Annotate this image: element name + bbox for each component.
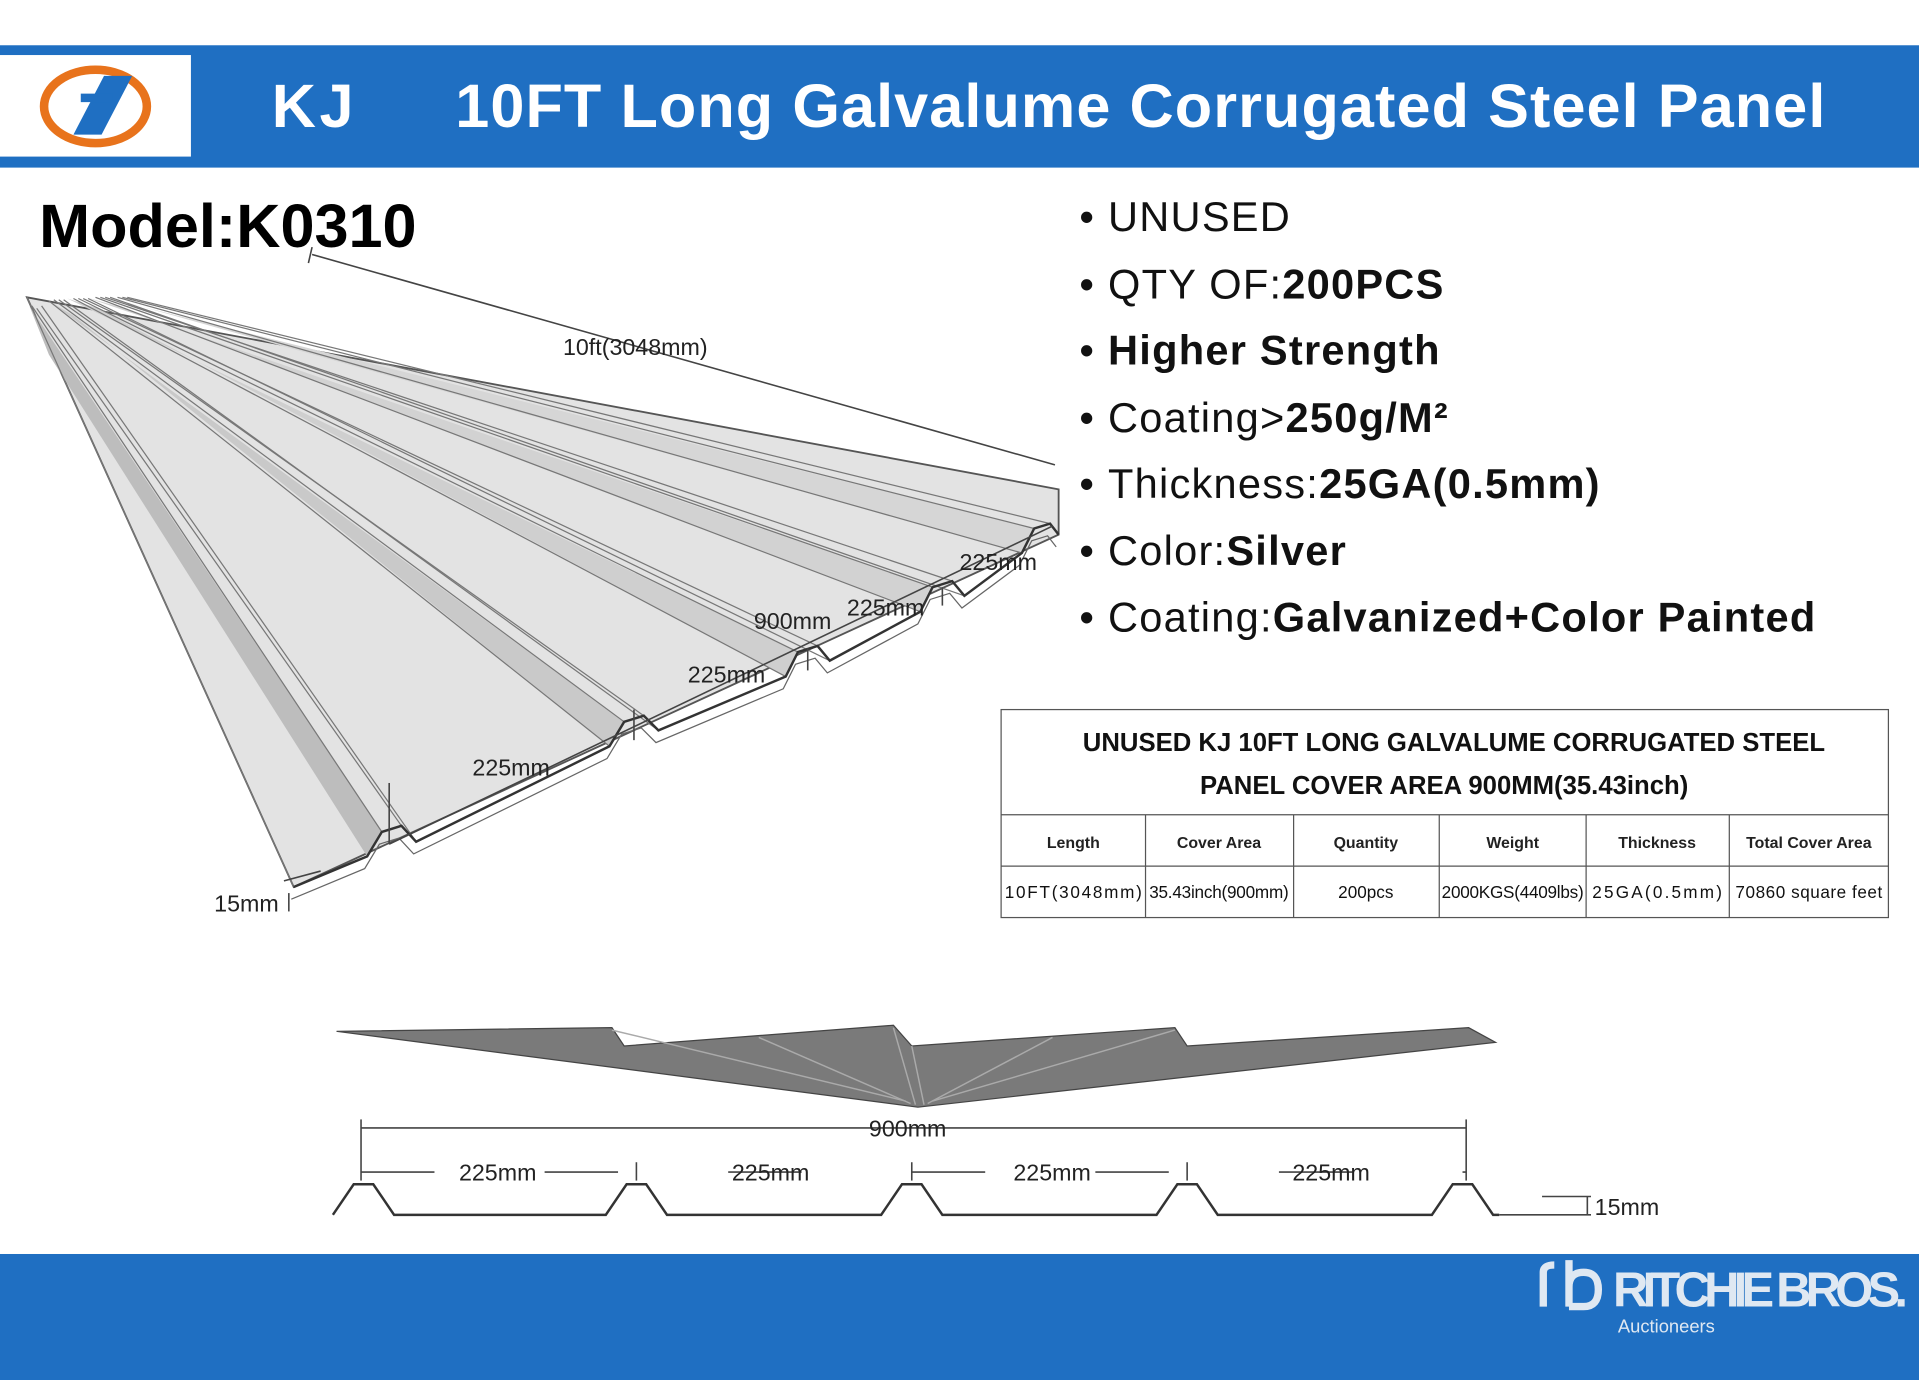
table-title: UNUSED KJ 10FT LONG GALVALUME CORRUGATED… <box>1083 729 1825 757</box>
feature: • Color:Silver <box>1079 527 1347 574</box>
text-part: Higher Strength <box>1108 327 1441 374</box>
dimension-lines <box>283 246 1056 912</box>
height-label: 15mm <box>1595 1194 1660 1220</box>
feature: • UNUSED <box>1079 193 1291 240</box>
footer-tagline: Auctioneers <box>1618 1315 1715 1336</box>
table-cell: 35.43inch(900mm) <box>1149 882 1289 902</box>
table-cell: 10FT(3048mm) <box>1005 882 1142 902</box>
rib-label: 225mm <box>459 1160 536 1186</box>
rib-label: 225mm <box>688 662 765 688</box>
panel-drawing <box>25 296 1060 900</box>
text-part: Thickness: <box>1108 460 1319 507</box>
table-cell: 25GA(0.5mm) <box>1592 882 1722 902</box>
table-cell: 2000KGS(4409lbs) <box>1442 882 1584 902</box>
text-part: Coating: <box>1108 593 1273 640</box>
dimension-lines <box>360 1119 1592 1216</box>
text-part: Coating> <box>1108 394 1285 441</box>
feature: • Coating>250g/M² <box>1079 394 1449 441</box>
features: • UNUSED • QTY OF:200PCS • Higher Streng… <box>1079 193 1816 640</box>
cover-label: 900mm <box>754 608 831 634</box>
rib-label: 225mm <box>960 549 1037 575</box>
text-part: Galvanized+Color Painted <box>1273 593 1817 640</box>
feature: • QTY OF:200PCS <box>1079 261 1444 308</box>
feature: • Thickness:25GA(0.5mm) <box>1079 460 1600 507</box>
table-title: PANEL COVER AREA 900MM(35.43inch) <box>1200 772 1688 800</box>
column-header: Quantity <box>1334 835 1399 852</box>
footer-band <box>0 1253 1919 1380</box>
cover-label: 900mm <box>869 1116 946 1142</box>
feature: • Higher Strength <box>1079 327 1440 374</box>
length-label: 10ft(3048mm) <box>563 334 708 360</box>
text-part: 200PCS <box>1282 261 1444 308</box>
header-band <box>0 45 1919 168</box>
column-header: Thickness <box>1618 835 1696 852</box>
panel-end-view <box>331 1024 1500 1217</box>
rib-label: 225mm <box>847 594 924 620</box>
text-part: 250g/M² <box>1286 394 1449 441</box>
table-cell: 70860 square feet <box>1735 882 1882 902</box>
footer-brand: RITCHIE BROS. <box>1613 1264 1907 1318</box>
column-header: Total Cover Area <box>1746 835 1872 852</box>
rib-label: 225mm <box>732 1160 809 1186</box>
header-brand: KJ <box>272 72 358 140</box>
feature: • Coating:Galvanized+Color Painted <box>1079 593 1816 640</box>
table-cell: 200pcs <box>1338 882 1393 902</box>
column-header: Weight <box>1486 835 1539 852</box>
rib-label: 225mm <box>1013 1160 1090 1186</box>
rb-mark <box>1539 1260 1603 1311</box>
text-part: QTY OF: <box>1108 261 1282 308</box>
spec-table: UNUSED KJ 10FT LONG GALVALUME CORRUGATED… <box>1000 708 1890 919</box>
text-part: Silver <box>1226 527 1347 574</box>
column-header: Length <box>1047 835 1100 852</box>
column-header: Cover Area <box>1177 835 1261 852</box>
rib-label: 225mm <box>1292 1160 1369 1186</box>
text-part: 25GA(0.5mm) <box>1319 460 1601 507</box>
text-part: UNUSED <box>1108 193 1291 240</box>
height-label: 15mm <box>214 890 279 916</box>
header-title: 10FT Long Galvalume Corrugated Steel Pan… <box>455 72 1828 140</box>
model: Model:K0310 <box>39 192 416 260</box>
text-part: Color: <box>1108 527 1226 574</box>
kj-logo <box>39 65 152 148</box>
rib-label: 225mm <box>472 755 549 781</box>
